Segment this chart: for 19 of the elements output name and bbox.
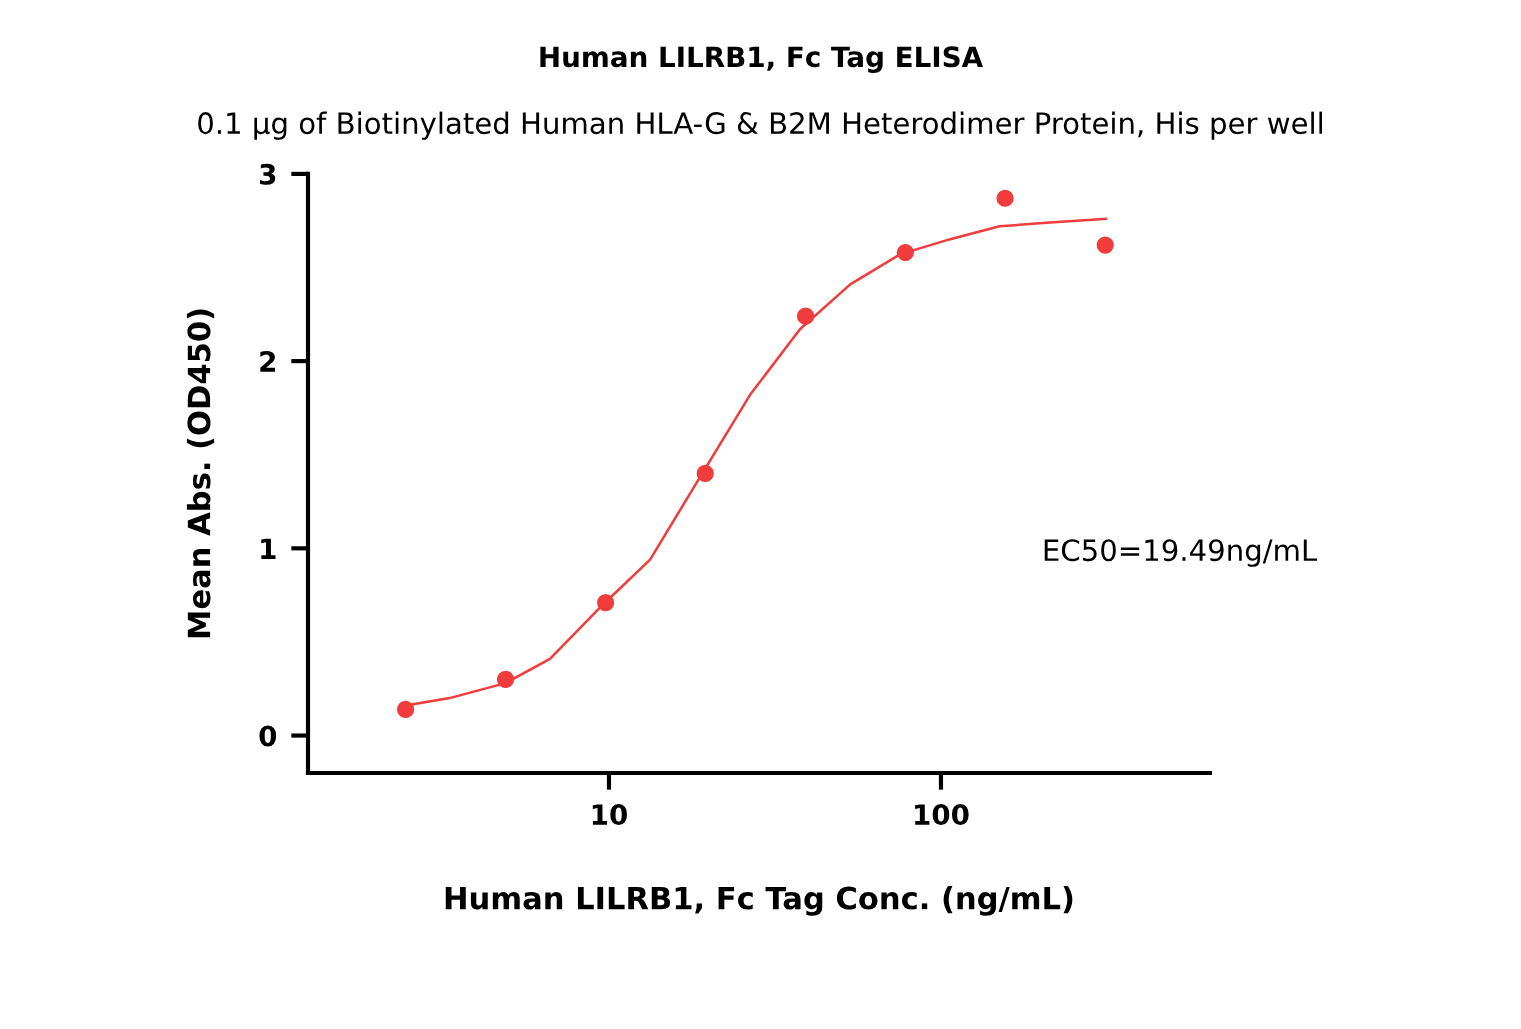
chart-subtitle: 0.1 μg of Biotinylated Human HLA-G & B2M Heterodimer Protein, His per well <box>198 111 1323 140</box>
y-tick-label: 1 <box>261 538 276 559</box>
point <box>496 670 515 688</box>
point <box>396 700 415 718</box>
x-tick-label: 100 <box>915 804 969 826</box>
x-axis-title: Human LILRB1, Fc Tag Conc. (ng/mL) <box>445 885 1073 916</box>
x-tick-label: 10 <box>592 804 627 826</box>
point <box>1096 236 1114 254</box>
point <box>996 189 1014 207</box>
chart-title: Human LILRB1, Fc Tag ELISA <box>540 46 984 73</box>
point <box>696 464 714 483</box>
point <box>597 594 615 612</box>
y-axis-title: Mean Abs. (OD450) <box>186 309 215 638</box>
y-tick-label: 3 <box>259 163 276 185</box>
point <box>796 307 815 325</box>
y-tick-label: 2 <box>260 351 276 372</box>
annotation: EC50=19.49ng/mL <box>1044 539 1318 567</box>
y-tick-label: 0 <box>259 725 277 747</box>
point <box>896 243 914 262</box>
